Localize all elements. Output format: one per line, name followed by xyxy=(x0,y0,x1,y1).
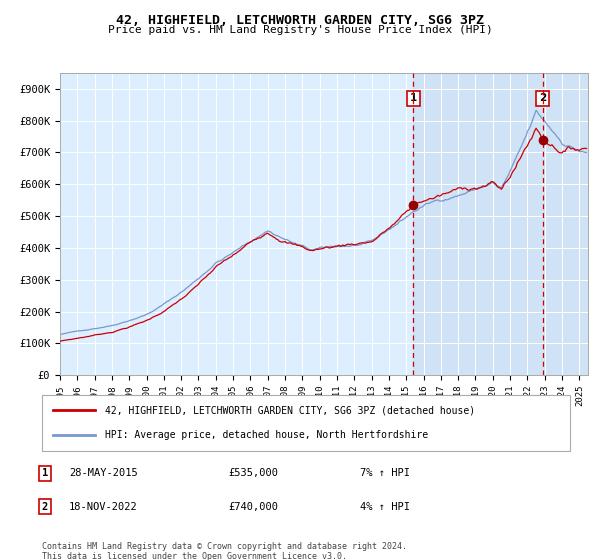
Bar xyxy=(413,73,588,375)
Text: Contains HM Land Registry data © Crown copyright and database right 2024.
This d: Contains HM Land Registry data © Crown c… xyxy=(42,542,407,560)
Text: 28-MAY-2015: 28-MAY-2015 xyxy=(69,468,138,478)
FancyBboxPatch shape xyxy=(42,395,570,451)
Text: 42, HIGHFIELD, LETCHWORTH GARDEN CITY, SG6 3PZ: 42, HIGHFIELD, LETCHWORTH GARDEN CITY, S… xyxy=(116,14,484,27)
Text: 42, HIGHFIELD, LETCHWORTH GARDEN CITY, SG6 3PZ (detached house): 42, HIGHFIELD, LETCHWORTH GARDEN CITY, S… xyxy=(106,405,475,416)
Text: 2: 2 xyxy=(42,502,48,512)
Text: 2: 2 xyxy=(539,94,546,103)
Text: 1: 1 xyxy=(410,94,417,103)
Text: £535,000: £535,000 xyxy=(228,468,278,478)
Text: Price paid vs. HM Land Registry's House Price Index (HPI): Price paid vs. HM Land Registry's House … xyxy=(107,25,493,35)
Text: 7% ↑ HPI: 7% ↑ HPI xyxy=(360,468,410,478)
Text: 1: 1 xyxy=(42,468,48,478)
Text: 18-NOV-2022: 18-NOV-2022 xyxy=(69,502,138,512)
Text: £740,000: £740,000 xyxy=(228,502,278,512)
Text: HPI: Average price, detached house, North Hertfordshire: HPI: Average price, detached house, Nort… xyxy=(106,430,428,440)
Text: 4% ↑ HPI: 4% ↑ HPI xyxy=(360,502,410,512)
